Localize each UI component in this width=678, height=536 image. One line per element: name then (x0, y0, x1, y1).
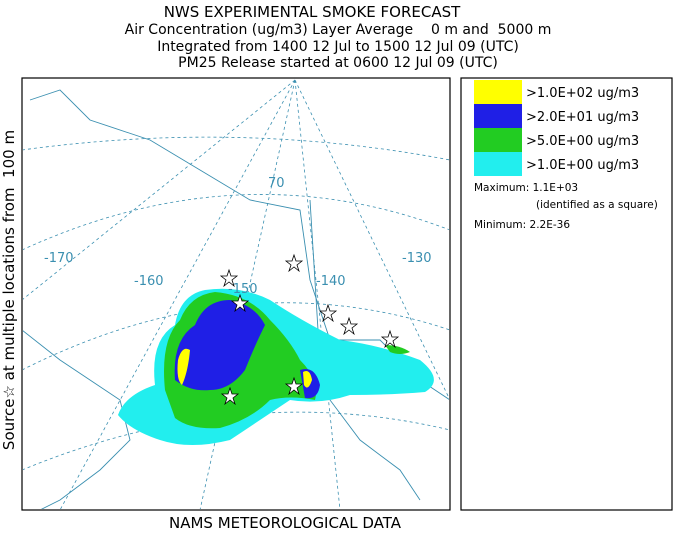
map: -170 -160 -150 -140 -130 70 (21, 77, 451, 511)
source-star (284, 376, 304, 396)
source-star (230, 293, 250, 313)
legend-maximum: Maximum: 1.1E+03 (474, 182, 578, 194)
map-label: -140 (316, 274, 346, 289)
legend-swatch (474, 80, 522, 104)
graticule (23, 79, 296, 300)
legend-swatch (474, 104, 522, 128)
plume-high (174, 300, 265, 391)
map-label: -170 (44, 251, 74, 266)
map-label: -160 (134, 274, 164, 289)
legend: Maximum: 1.1E+03 (identified as a square… (460, 77, 673, 511)
legend-swatch (474, 128, 522, 152)
graticule (60, 79, 296, 509)
legend-label: >5.0E+00 ug/m3 (526, 134, 639, 149)
legend-minimum: Minimum: 2.2E-36 (474, 219, 570, 231)
plume-max (177, 348, 190, 385)
source-star (318, 303, 338, 323)
source-star (284, 253, 304, 273)
subtitle: PM25 Release started at 0600 12 Jul 09 (… (178, 55, 498, 71)
footer: NAMS METEOROLOGICAL DATA (169, 514, 402, 532)
legend-maximum-note: (identified as a square) (536, 199, 658, 211)
title: NWS EXPERIMENTAL SMOKE FORECAST (164, 3, 461, 21)
map-label: 70 (268, 176, 285, 191)
graticule (294, 79, 341, 509)
source-star (220, 386, 240, 406)
graticule (23, 194, 449, 250)
subtitle: Air Concentration (ug/m3) Layer Average … (125, 22, 552, 38)
legend-label: >1.0E+00 ug/m3 (526, 158, 639, 173)
subtitle: Integrated from 1400 12 Jul to 1500 12 J… (157, 39, 519, 55)
plume-mid (385, 345, 410, 354)
source-star (380, 329, 400, 349)
legend-label: >1.0E+02 ug/m3 (526, 86, 639, 101)
map-label: -130 (402, 251, 432, 266)
legend-swatch (474, 152, 522, 176)
border (309, 199, 421, 501)
map-label: -150 (228, 282, 258, 297)
graticule (23, 136, 449, 161)
source-star (219, 268, 239, 288)
side-label: Source☆ at multiple locations from 100 m (0, 130, 18, 450)
graticule (294, 79, 449, 399)
legend-label: >2.0E+01 ug/m3 (526, 110, 639, 125)
source-markers (219, 253, 400, 406)
plume-max (303, 371, 312, 388)
source-star (339, 316, 359, 336)
